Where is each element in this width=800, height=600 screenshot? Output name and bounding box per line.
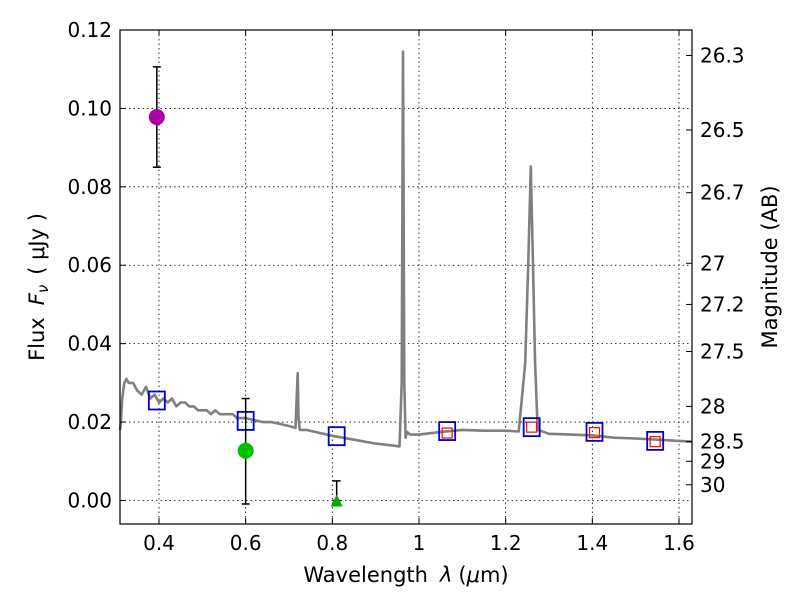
- x-axis-title-symbol: λ: [439, 563, 452, 587]
- y-axis-title: Flux Fν ( μJy ): [25, 213, 52, 361]
- model-flux-square: [646, 430, 665, 451]
- model-flux-square: [585, 421, 604, 442]
- model-flux-square: [522, 417, 541, 438]
- chart-markers: [147, 66, 665, 507]
- detection-point: [148, 109, 165, 126]
- x-axis-title-unit-rest: m): [480, 563, 509, 587]
- x-axis-title-text: Wavelength: [303, 563, 428, 587]
- observed-flux-square: [441, 427, 453, 439]
- y2-tick-label: 28.5: [700, 430, 745, 454]
- x-tick-label: 1: [413, 531, 426, 555]
- y2-tick-label: 29: [700, 449, 725, 473]
- y-tick-label: 0.10: [67, 96, 112, 120]
- y2-tick-label: 30: [700, 473, 725, 497]
- x-tick-label: 0.8: [316, 531, 348, 555]
- y-tick-label: 0.02: [67, 410, 112, 434]
- y-tick-label: 0.06: [67, 253, 112, 277]
- upper-limit-triangle: [330, 494, 343, 507]
- y2-axis-title: Magnitude (AB): [758, 185, 782, 348]
- model-flux-square: [438, 421, 457, 441]
- observed-flux-square: [526, 421, 538, 433]
- model-sed-line: [118, 50, 693, 448]
- detection-point: [237, 442, 254, 459]
- y2-tick-label: 28: [700, 394, 725, 418]
- x-axis-title-unit-open: (: [458, 563, 466, 587]
- y-tick-label: 0.12: [67, 18, 112, 42]
- model-flux-square: [327, 426, 346, 447]
- axis-ticks: 0.4 0.6 0.8 1 1.2 1.4 1.6 0.00 0.02 0.04 0.06 0.08 0…: [67, 18, 744, 555]
- y2-tick-label: 27.5: [700, 339, 745, 363]
- x-tick-label: 1.4: [576, 531, 608, 555]
- y-axis-title-unit: ( μJy ): [25, 213, 49, 275]
- y-tick-label: 0.08: [67, 175, 112, 199]
- x-tick-label: 0.4: [143, 531, 175, 555]
- y2-tick-label: 27.2: [700, 292, 745, 316]
- x-tick-label: 0.6: [230, 531, 262, 555]
- x-tick-label: 1.6: [663, 531, 695, 555]
- y-tick-label: 0.00: [67, 488, 112, 512]
- y2-tick-label: 26.3: [700, 43, 745, 67]
- observed-flux-square: [649, 436, 661, 448]
- y2-tick-label: 26.5: [700, 118, 745, 142]
- x-axis-title-unit-mu: μ: [466, 563, 480, 587]
- y-tick-label: 0.04: [67, 332, 112, 356]
- model-flux-square: [147, 390, 166, 411]
- x-tick-label: 1.2: [490, 531, 522, 555]
- grid: [120, 29, 692, 524]
- x-axis-title: Wavelength λ (μm): [303, 563, 508, 587]
- plot-area: [119, 29, 693, 525]
- y2-tick-label: 26.7: [700, 181, 745, 205]
- y-axis-title-symbol-sub: ν: [34, 285, 52, 293]
- y-axis-title-symbol: F: [25, 292, 49, 305]
- y-axis-title-text: Flux: [25, 317, 49, 361]
- chart-series: [118, 50, 693, 448]
- observed-flux-square: [588, 427, 601, 439]
- y2-tick-label: 27: [700, 251, 725, 275]
